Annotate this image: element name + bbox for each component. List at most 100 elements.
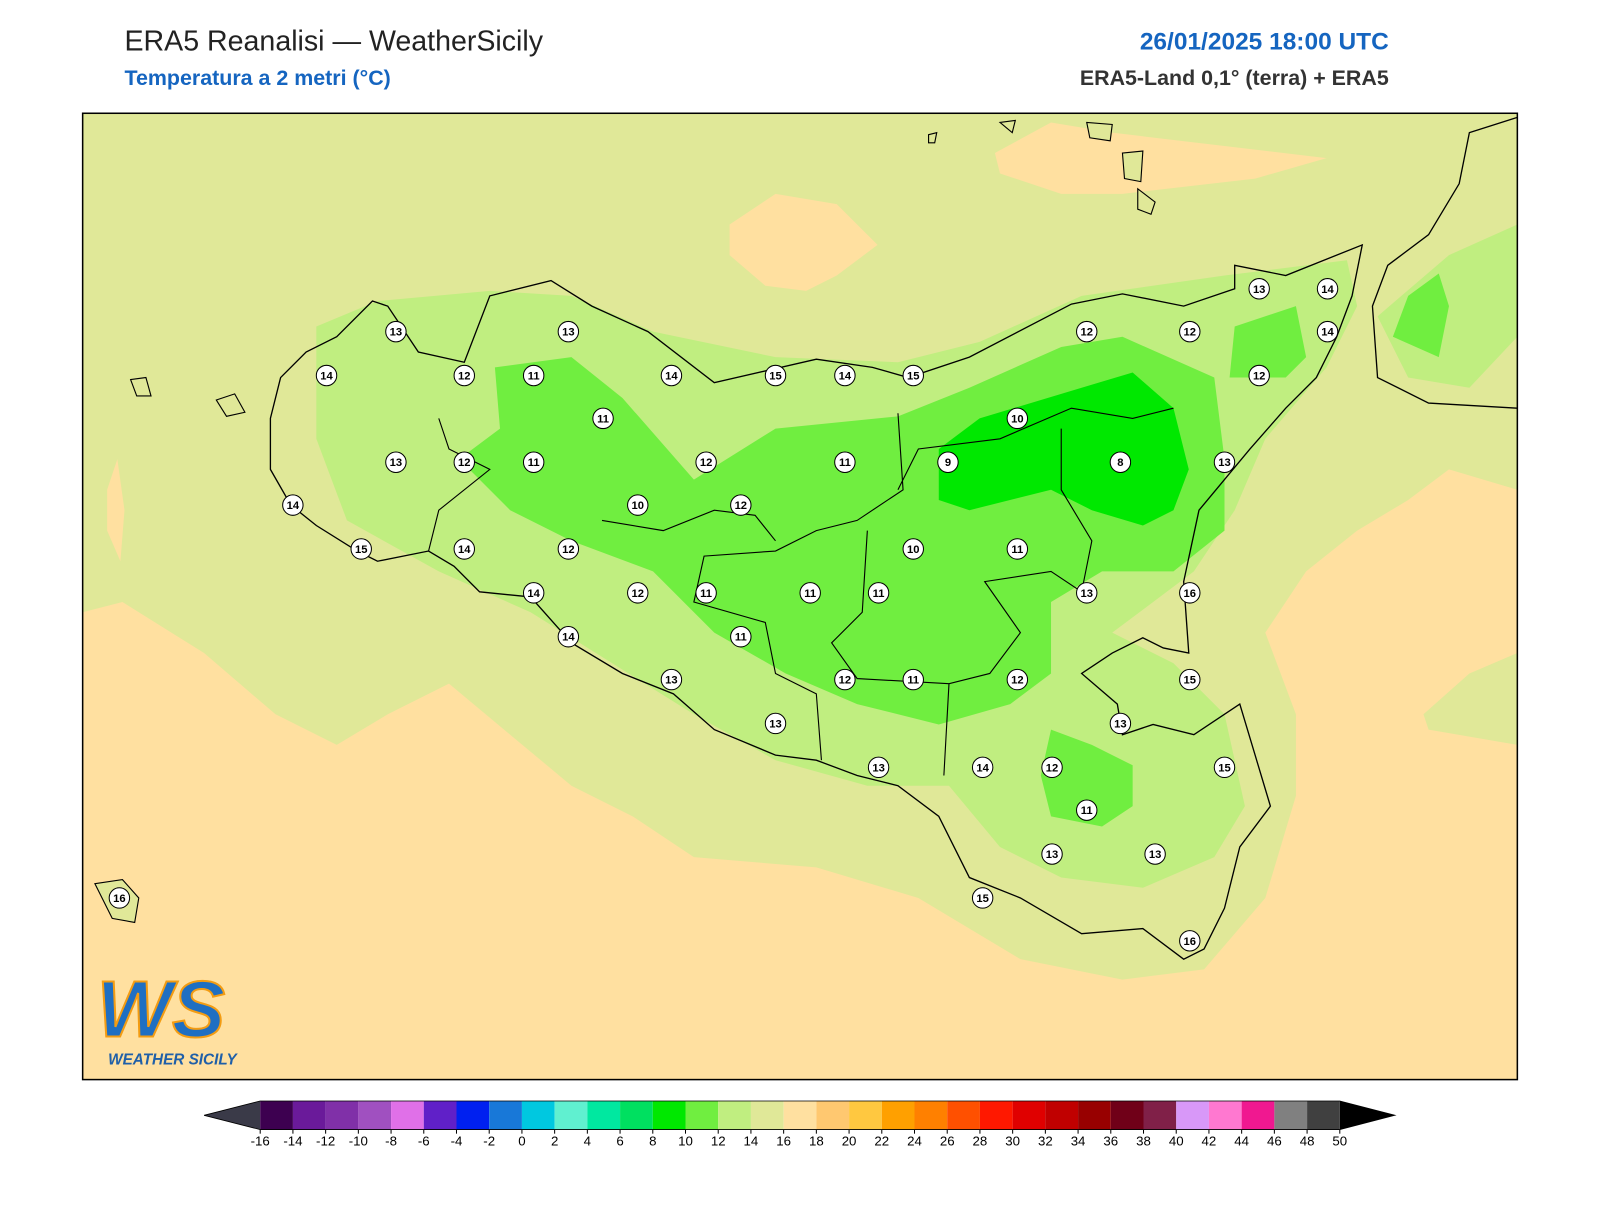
- station-marker: [834, 364, 856, 387]
- station-marker: [799, 582, 821, 604]
- station-marker: [1006, 668, 1029, 691]
- station-marker: [764, 712, 787, 735]
- colorbar-segment: [750, 1101, 784, 1130]
- station-value: 10: [907, 544, 919, 556]
- station-marker: [1076, 799, 1098, 821]
- station-value: 15: [907, 370, 919, 382]
- station-marker: [660, 668, 683, 691]
- title: ERA5 Reanalisi — WeatherSicily: [124, 25, 543, 57]
- colorbar-segment: [1176, 1101, 1209, 1130]
- station-value: 13: [1149, 849, 1161, 861]
- station-marker: [1316, 278, 1339, 300]
- colorbar-tick-label: 42: [1202, 1133, 1217, 1148]
- station-marker: [315, 364, 338, 387]
- station-marker: [660, 364, 683, 387]
- colorbar-tick-label: 48: [1300, 1133, 1315, 1148]
- colorbar-tick-label: 14: [744, 1133, 759, 1148]
- station-value: 12: [839, 675, 851, 687]
- station-value: 14: [320, 370, 333, 382]
- station-marker: [557, 626, 580, 648]
- colorbar-tick-label: -10: [349, 1133, 368, 1148]
- station-value: 13: [1080, 588, 1092, 600]
- station-value: 13: [872, 762, 884, 774]
- station-value: 15: [769, 370, 781, 382]
- station-marker: [1006, 407, 1029, 430]
- station-value: 11: [735, 632, 747, 644]
- logo-text: WEATHER SICILY: [108, 1051, 238, 1068]
- colorbar-tick-label: 34: [1071, 1133, 1086, 1148]
- station-value: 14: [665, 370, 678, 382]
- station-marker: [1109, 712, 1132, 735]
- station-marker: [937, 451, 959, 473]
- station-value: 15: [1218, 762, 1230, 774]
- colorbar: -16 -14 -12 -10 -8 -6 -4 -2 0 2 4 6 8 10 12 14 16 18 20 22 2…: [203, 1100, 1397, 1148]
- colorbar-tick-label: 12: [711, 1133, 726, 1148]
- station-marker: [108, 887, 131, 909]
- station-value: 14: [1321, 327, 1334, 339]
- colorbar-tick-label: 40: [1169, 1133, 1184, 1148]
- station-value: 15: [976, 893, 988, 905]
- colorbar-segment: [1274, 1101, 1308, 1130]
- station-value: 12: [1046, 762, 1058, 774]
- datetime: 26/01/2025 18:00 UTC: [1140, 28, 1389, 55]
- station-value: 8: [1117, 457, 1123, 469]
- station-marker: [1006, 538, 1029, 560]
- station-marker: [867, 582, 890, 604]
- colorbar-segment: [947, 1101, 980, 1130]
- station-value: 14: [1321, 284, 1334, 296]
- station-value: 11: [597, 413, 609, 425]
- colorbar-tick-label: 30: [1005, 1133, 1020, 1148]
- station-marker: [971, 887, 994, 909]
- colorbar-tick-label: 8: [649, 1133, 656, 1148]
- map-area: 13 13 14 12 11 14 15 14 15 13 14 12 12 14 12 11 10 13 12 11…: [82, 113, 1518, 1080]
- station-marker: [764, 364, 787, 387]
- station-value: 11: [804, 588, 816, 600]
- station-value: 14: [287, 500, 300, 512]
- colorbar-tick-label: 4: [584, 1133, 591, 1148]
- colorbar-segment: [521, 1101, 555, 1130]
- colorbar-tick-label: 38: [1136, 1133, 1151, 1148]
- colorbar-tick-label: 28: [973, 1133, 988, 1148]
- colorbar-over: [1339, 1101, 1395, 1130]
- colorbar-tick-label: -4: [451, 1133, 463, 1148]
- station-marker: [902, 668, 924, 691]
- field-16-18: [107, 122, 1327, 562]
- logo: WS WEATHER SICILY: [96, 963, 239, 1068]
- province-borders: [428, 407, 1174, 776]
- colorbar-segment: [685, 1101, 719, 1130]
- colorbar-tick-label: -2: [483, 1133, 495, 1148]
- station-marker: [902, 538, 924, 560]
- colorbar-tick-label: -6: [418, 1133, 430, 1148]
- station-marker: [730, 494, 752, 516]
- station-value: 14: [458, 544, 471, 556]
- station-marker: [453, 538, 475, 560]
- station-value: 13: [769, 718, 781, 730]
- station-marker: [1041, 843, 1063, 865]
- station-marker: [522, 582, 545, 604]
- colorbar-tick-label: 22: [874, 1133, 889, 1148]
- station-marker: [1179, 582, 1201, 604]
- colorbar-segment: [260, 1101, 293, 1130]
- station-value: 12: [1080, 327, 1092, 339]
- station-value: 11: [907, 675, 919, 687]
- station-value: 13: [562, 327, 574, 339]
- stations: 13 13 14 12 11 14 15 14 15 13 14 12 12 14 12 11 10 13 12 11…: [108, 278, 1339, 952]
- station-marker: [1248, 364, 1270, 387]
- colorbar-segment: [783, 1101, 817, 1130]
- station-value: 14: [976, 762, 989, 774]
- station-value: 14: [527, 588, 540, 600]
- station-marker: [1179, 668, 1201, 691]
- station-value: 12: [632, 588, 644, 600]
- station-marker: [592, 407, 614, 430]
- station-value: 11: [839, 457, 851, 469]
- field-14-16: [1423, 653, 1518, 745]
- colorbar-tick-label: 16: [776, 1133, 791, 1148]
- colorbar-tick-label: 32: [1038, 1133, 1053, 1148]
- station-value: 12: [735, 500, 747, 512]
- station-value: 11: [700, 588, 712, 600]
- colorbar-segment: [718, 1101, 751, 1130]
- station-marker: [385, 451, 407, 473]
- colorbar-segment: [456, 1101, 490, 1130]
- station-value: 12: [1011, 675, 1023, 687]
